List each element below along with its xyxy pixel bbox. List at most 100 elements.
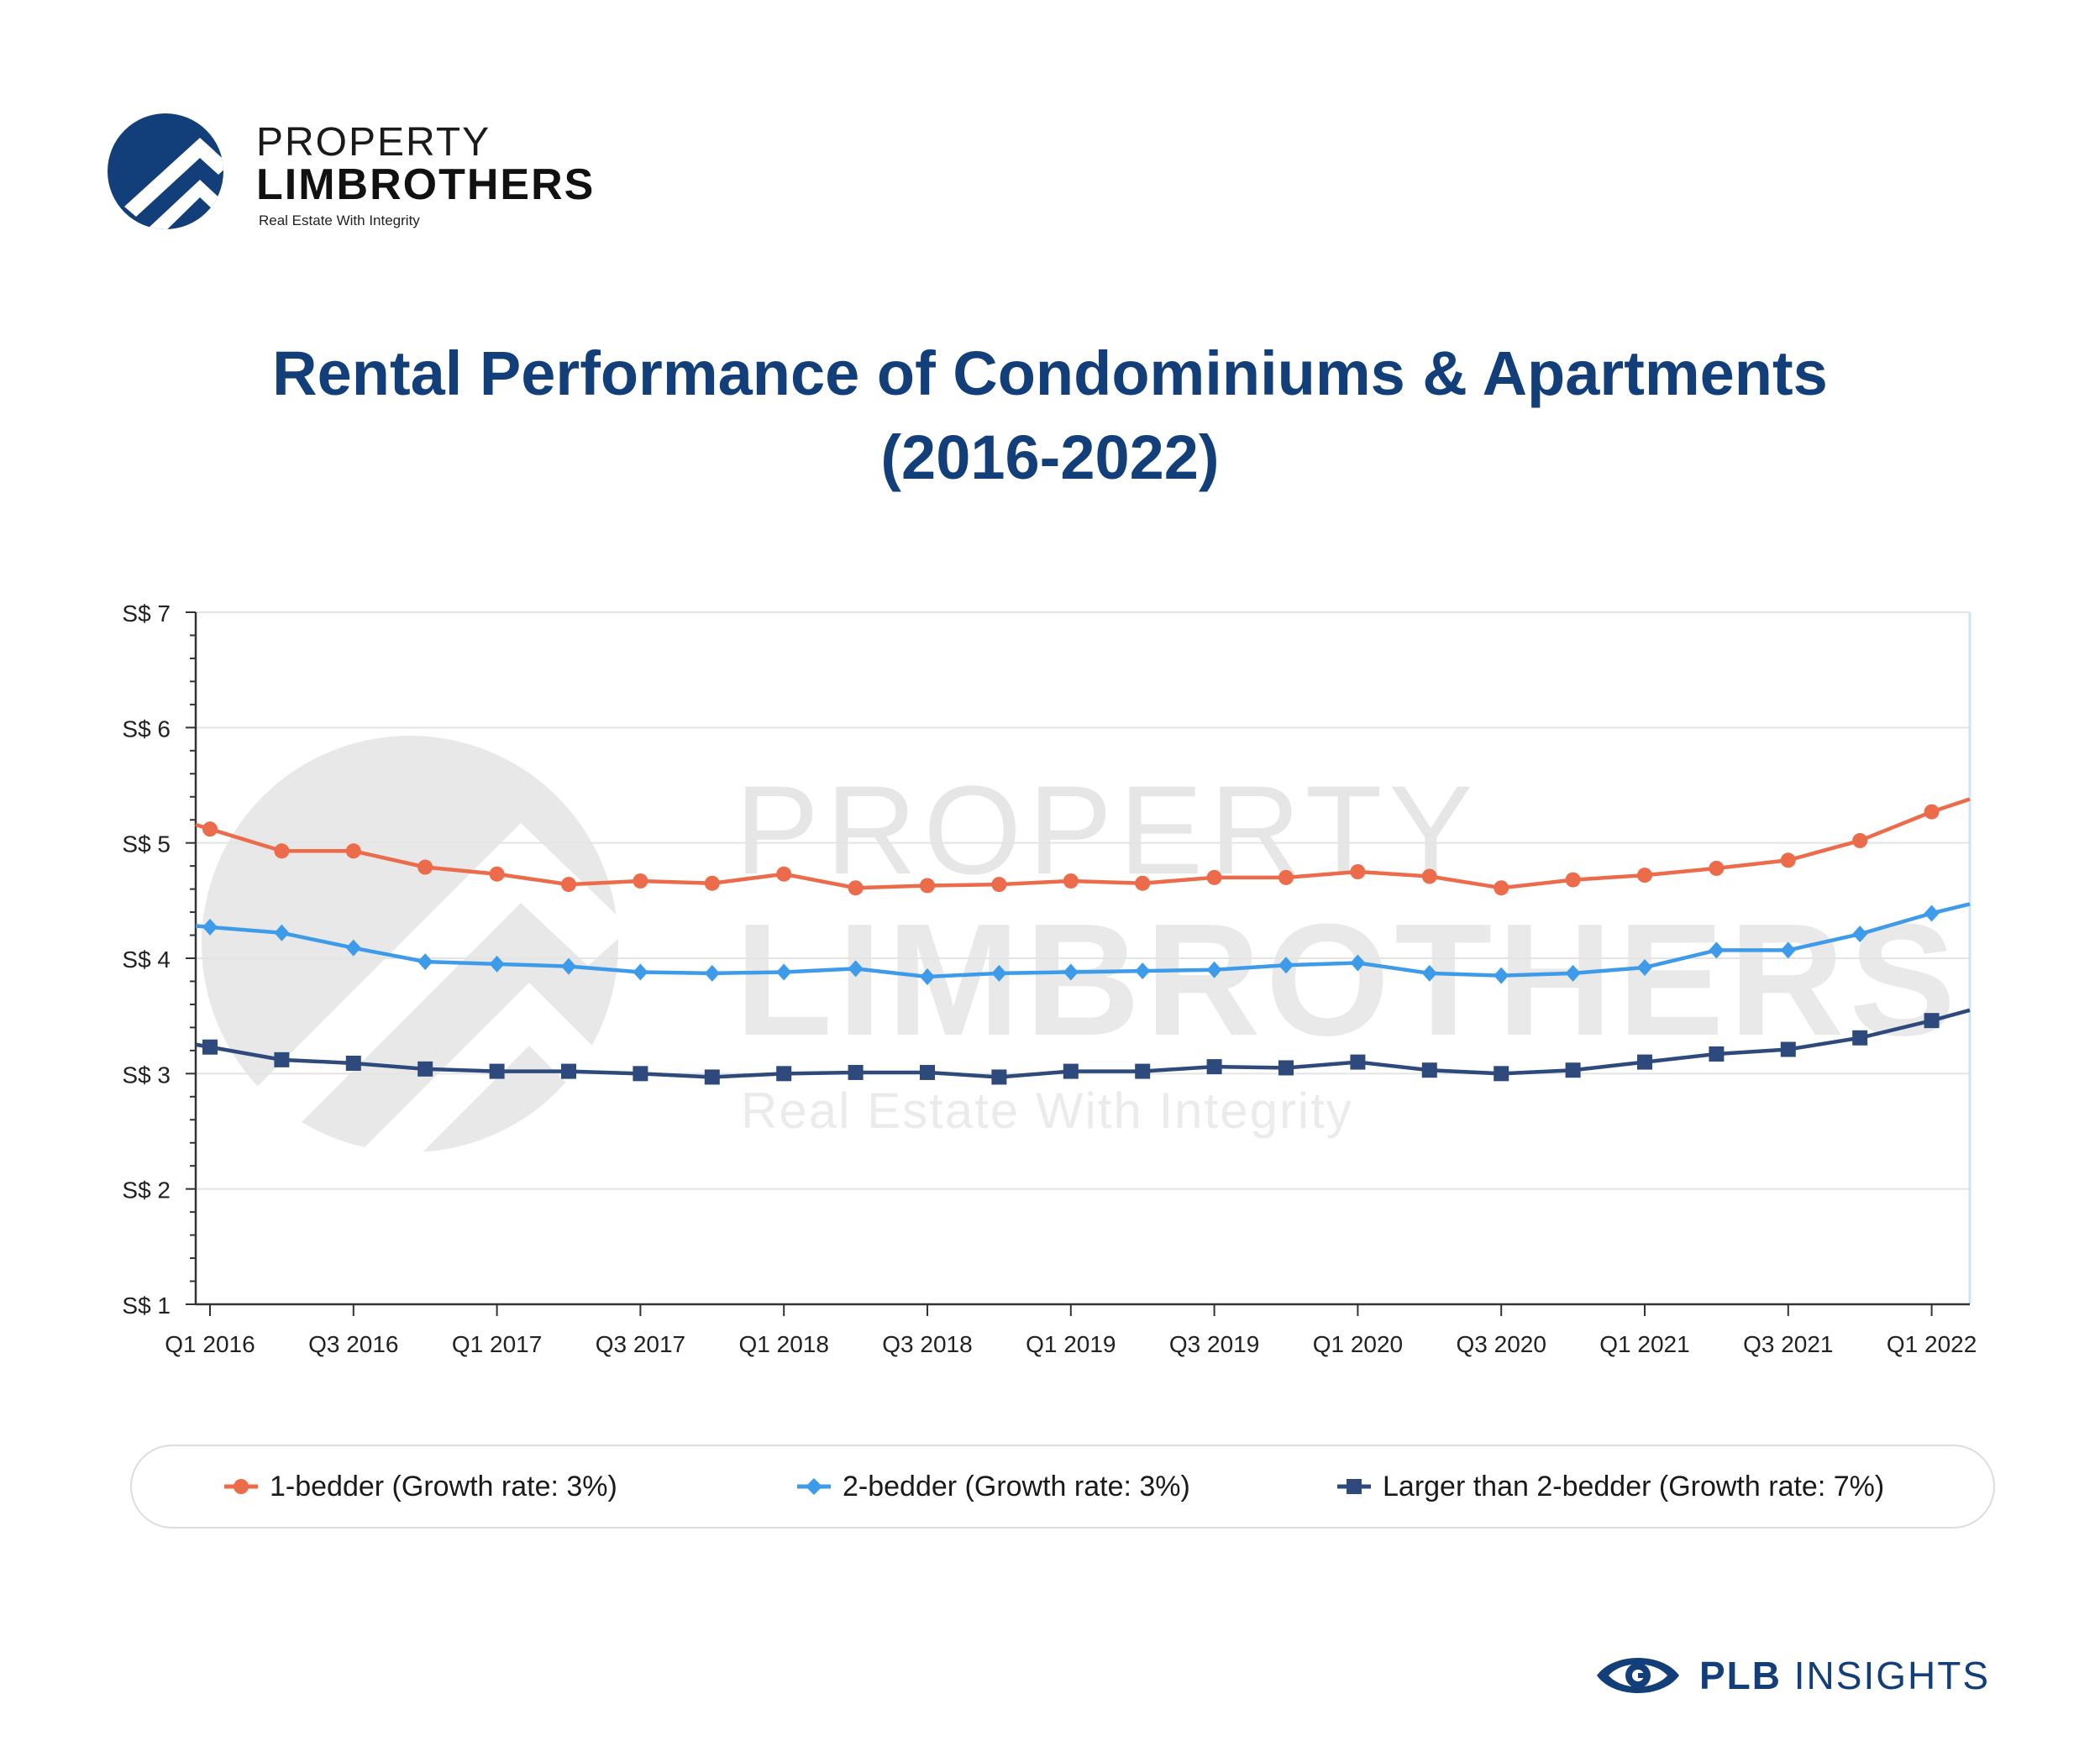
data-point[interactable] bbox=[920, 968, 935, 985]
data-point[interactable] bbox=[776, 963, 792, 981]
data-point[interactable] bbox=[1565, 872, 1581, 888]
data-point[interactable] bbox=[1780, 852, 1796, 868]
x-tick-label: Q1 2022 bbox=[1887, 1331, 1977, 1357]
chart-title: Rental Performance of Condominiums & Apa… bbox=[0, 332, 2100, 500]
data-point[interactable] bbox=[1852, 926, 1868, 943]
data-point[interactable] bbox=[1206, 869, 1222, 885]
data-point[interactable] bbox=[489, 1063, 505, 1079]
data-point[interactable] bbox=[1135, 962, 1151, 980]
footer-brand-bold: PLB bbox=[1699, 1654, 1782, 1697]
data-point[interactable] bbox=[1063, 1063, 1079, 1079]
x-tick-label: Q1 2016 bbox=[165, 1331, 255, 1357]
data-point[interactable] bbox=[1421, 868, 1437, 884]
data-point[interactable] bbox=[1494, 1066, 1509, 1082]
data-point[interactable] bbox=[1350, 1054, 1366, 1070]
data-point[interactable] bbox=[1709, 941, 1725, 959]
data-point[interactable] bbox=[345, 1055, 361, 1071]
grid-lines bbox=[196, 611, 1970, 1190]
data-point[interactable] bbox=[345, 843, 361, 859]
data-point[interactable] bbox=[1924, 905, 1940, 922]
data-point[interactable] bbox=[1924, 1013, 1940, 1029]
data-point[interactable] bbox=[1709, 1046, 1725, 1062]
data-point[interactable] bbox=[1637, 958, 1652, 976]
data-point[interactable] bbox=[848, 1064, 864, 1080]
data-point[interactable] bbox=[1135, 875, 1151, 891]
chart-title-line1: Rental Performance of Condominiums & Apa… bbox=[272, 338, 1828, 408]
data-point[interactable] bbox=[345, 939, 361, 957]
data-point[interactable] bbox=[417, 953, 433, 971]
data-point[interactable] bbox=[704, 964, 720, 982]
data-point[interactable] bbox=[561, 877, 576, 893]
data-point[interactable] bbox=[1063, 873, 1079, 889]
data-point[interactable] bbox=[848, 880, 864, 896]
data-point[interactable] bbox=[633, 1066, 648, 1082]
data-point[interactable] bbox=[274, 924, 290, 941]
data-point[interactable] bbox=[1278, 1060, 1294, 1076]
data-point[interactable] bbox=[202, 821, 218, 837]
data-point[interactable] bbox=[274, 843, 290, 859]
data-point[interactable] bbox=[1206, 1059, 1222, 1075]
data-point[interactable] bbox=[633, 873, 648, 889]
data-point[interactable] bbox=[920, 1064, 935, 1080]
data-point[interactable] bbox=[1637, 868, 1652, 884]
data-point[interactable] bbox=[920, 878, 935, 894]
data-point[interactable] bbox=[202, 1039, 218, 1055]
y-tick-label: S$ 3 bbox=[122, 1062, 171, 1088]
data-point[interactable] bbox=[274, 1051, 290, 1067]
data-point[interactable] bbox=[1135, 1063, 1151, 1079]
x-tick-label: Q3 2017 bbox=[596, 1331, 685, 1357]
data-point[interactable] bbox=[1350, 954, 1366, 972]
y-tick-label: S$ 1 bbox=[122, 1293, 171, 1319]
y-tick-label: S$ 2 bbox=[122, 1177, 171, 1204]
data-point[interactable] bbox=[1494, 880, 1509, 896]
watermark-line2: LIMBROTHERS bbox=[735, 891, 1961, 1069]
legend-item-1-bedder[interactable]: 1-bedder (Growth rate: 3%) bbox=[223, 1446, 617, 1527]
y-tick-label: S$ 6 bbox=[122, 716, 171, 742]
data-point[interactable] bbox=[1565, 1062, 1581, 1078]
x-tick-label: Q3 2020 bbox=[1456, 1331, 1546, 1357]
data-point[interactable] bbox=[1565, 964, 1581, 982]
data-point[interactable] bbox=[991, 1069, 1007, 1085]
data-point[interactable] bbox=[417, 859, 433, 875]
legend-item-larger[interactable]: Larger than 2-bedder (Growth rate: 7%) bbox=[1336, 1446, 1884, 1527]
data-point[interactable] bbox=[489, 866, 505, 882]
data-point[interactable] bbox=[1637, 1054, 1652, 1070]
data-point[interactable] bbox=[489, 955, 505, 973]
legend-item-2-bedder[interactable]: 2-bedder (Growth rate: 3%) bbox=[795, 1446, 1190, 1527]
data-point[interactable] bbox=[848, 960, 864, 978]
data-point[interactable] bbox=[1063, 963, 1079, 981]
data-point[interactable] bbox=[1421, 964, 1437, 982]
data-point[interactable] bbox=[1709, 860, 1725, 876]
data-point[interactable] bbox=[561, 957, 576, 975]
data-point[interactable] bbox=[776, 1066, 792, 1082]
legend-square-marker-icon bbox=[1337, 1479, 1371, 1494]
data-point[interactable] bbox=[1421, 1062, 1437, 1078]
data-point[interactable] bbox=[1494, 967, 1509, 984]
data-point[interactable] bbox=[1278, 957, 1294, 974]
data-point[interactable] bbox=[1780, 941, 1796, 959]
legend-label-1-bedder: 1-bedder (Growth rate: 3%) bbox=[270, 1470, 617, 1502]
data-point[interactable] bbox=[1780, 1041, 1796, 1057]
data-point[interactable] bbox=[704, 1069, 720, 1085]
eye-icon bbox=[1597, 1658, 1679, 1693]
data-point[interactable] bbox=[1924, 804, 1940, 820]
data-point[interactable] bbox=[1206, 961, 1222, 978]
brand-mark-icon bbox=[108, 113, 223, 229]
data-point[interactable] bbox=[991, 877, 1007, 893]
footer-brand: PLB INSIGHTS bbox=[1592, 1646, 1990, 1705]
data-point[interactable] bbox=[417, 1061, 433, 1077]
data-point[interactable] bbox=[633, 963, 648, 981]
x-tick-label: Q3 2019 bbox=[1169, 1331, 1259, 1357]
data-point[interactable] bbox=[776, 866, 792, 882]
footer-brand-text: PLB INSIGHTS bbox=[1699, 1653, 1990, 1698]
brand-logo: PROPERTY LIMBROTHERS Real Estate With In… bbox=[108, 113, 612, 239]
data-point[interactable] bbox=[1852, 1030, 1868, 1046]
data-point[interactable] bbox=[1852, 832, 1868, 848]
data-point[interactable] bbox=[561, 1063, 576, 1079]
data-point[interactable] bbox=[202, 918, 218, 936]
data-point[interactable] bbox=[1350, 864, 1366, 879]
data-point[interactable] bbox=[1278, 869, 1294, 885]
data-point[interactable] bbox=[991, 964, 1007, 982]
x-tick-label: Q1 2019 bbox=[1026, 1331, 1116, 1357]
data-point[interactable] bbox=[704, 875, 720, 891]
